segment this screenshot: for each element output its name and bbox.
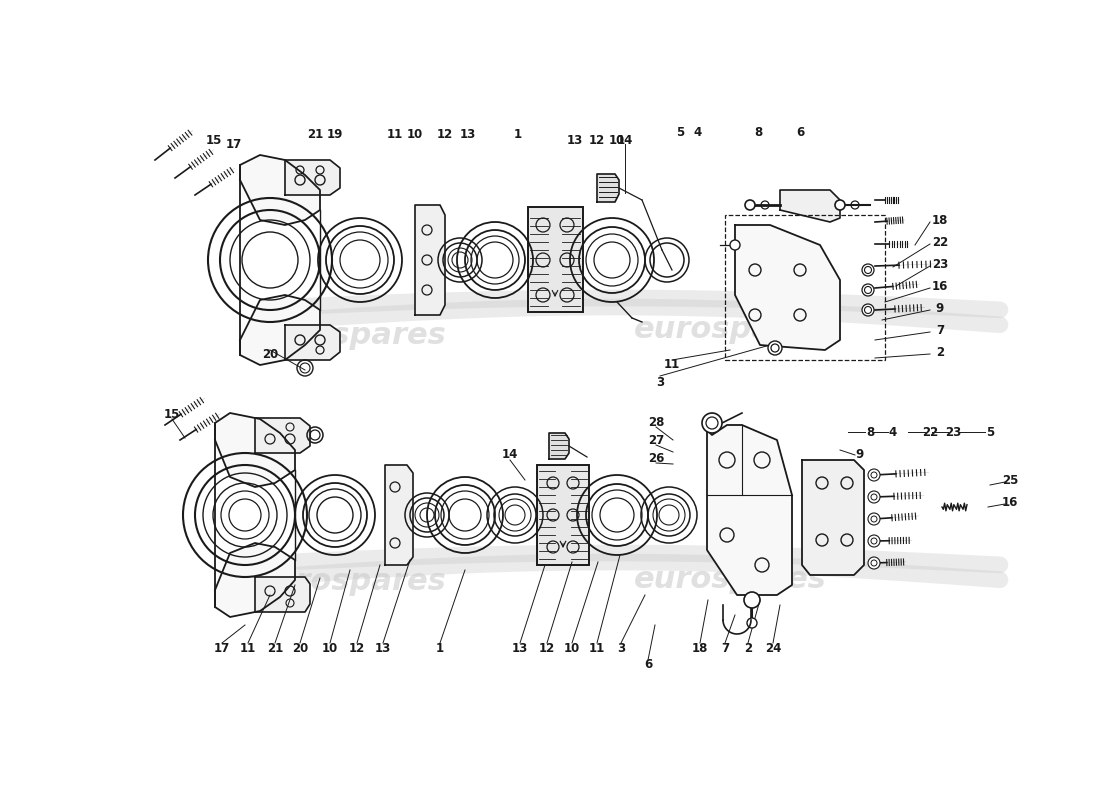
Text: 24: 24 (764, 642, 781, 654)
Text: eurospares: eurospares (634, 315, 826, 345)
Text: 14: 14 (617, 134, 634, 146)
Text: 14: 14 (502, 449, 518, 462)
Text: 8: 8 (754, 126, 762, 138)
Polygon shape (240, 155, 320, 225)
Polygon shape (415, 205, 446, 315)
Polygon shape (285, 325, 340, 360)
Polygon shape (597, 174, 619, 202)
Circle shape (862, 284, 874, 296)
Text: 17: 17 (226, 138, 242, 151)
Text: 22: 22 (932, 235, 948, 249)
Text: 1: 1 (436, 642, 444, 654)
Text: 13: 13 (566, 134, 583, 146)
Polygon shape (735, 225, 840, 350)
Text: 18: 18 (692, 642, 708, 654)
Circle shape (868, 491, 880, 503)
Text: 23: 23 (945, 426, 961, 438)
Circle shape (862, 304, 874, 316)
Text: 25: 25 (1002, 474, 1019, 486)
Text: 26: 26 (648, 451, 664, 465)
Text: 3: 3 (617, 642, 625, 654)
Text: 3: 3 (656, 375, 664, 389)
Circle shape (744, 592, 760, 608)
Polygon shape (285, 160, 340, 195)
Polygon shape (802, 460, 864, 575)
Polygon shape (385, 465, 412, 565)
Text: 5: 5 (986, 426, 994, 438)
Bar (528, 207, 583, 312)
Text: 11: 11 (664, 358, 680, 371)
Text: 11: 11 (240, 642, 256, 654)
Circle shape (868, 469, 880, 481)
Text: 6: 6 (796, 126, 804, 138)
Polygon shape (780, 190, 840, 222)
Polygon shape (214, 413, 295, 487)
Text: 20: 20 (292, 642, 308, 654)
Circle shape (745, 200, 755, 210)
Bar (725, 215, 886, 360)
Text: 12: 12 (437, 129, 453, 142)
Text: 15: 15 (164, 409, 180, 422)
Text: 1: 1 (514, 129, 522, 142)
Text: 22: 22 (922, 426, 938, 438)
Text: 8: 8 (866, 426, 874, 438)
Circle shape (730, 240, 740, 250)
Polygon shape (707, 425, 792, 595)
Text: 13: 13 (375, 642, 392, 654)
Text: 13: 13 (460, 129, 476, 142)
Text: eurospares: eurospares (634, 566, 826, 594)
Bar (537, 465, 588, 565)
Polygon shape (240, 295, 320, 365)
Text: 21: 21 (307, 129, 323, 142)
Text: 11: 11 (588, 642, 605, 654)
Text: 4: 4 (694, 126, 702, 138)
Polygon shape (549, 433, 569, 459)
Circle shape (862, 264, 874, 276)
Polygon shape (255, 418, 310, 453)
Text: 12: 12 (539, 642, 556, 654)
Circle shape (835, 200, 845, 210)
Text: 5: 5 (675, 126, 684, 138)
Text: 7: 7 (936, 323, 944, 337)
Text: 18: 18 (932, 214, 948, 226)
Text: 2: 2 (936, 346, 944, 358)
Text: 17: 17 (213, 642, 230, 654)
Circle shape (702, 413, 722, 433)
Text: 13: 13 (512, 642, 528, 654)
Text: 12: 12 (588, 134, 605, 146)
Circle shape (747, 618, 757, 628)
Text: 23: 23 (932, 258, 948, 270)
Text: 20: 20 (262, 349, 278, 362)
Text: 19: 19 (327, 129, 343, 142)
Text: 9: 9 (856, 449, 865, 462)
Text: 6: 6 (644, 658, 652, 671)
Circle shape (768, 341, 782, 355)
Text: eurospares: eurospares (254, 321, 447, 350)
Text: 2: 2 (744, 642, 752, 654)
Text: 16: 16 (1002, 495, 1019, 509)
Text: 10: 10 (609, 134, 625, 146)
Text: 4: 4 (889, 426, 898, 438)
Text: 16: 16 (932, 279, 948, 293)
Text: 11: 11 (387, 129, 403, 142)
Circle shape (868, 535, 880, 547)
Circle shape (868, 513, 880, 525)
Circle shape (868, 557, 880, 569)
Text: 10: 10 (564, 642, 580, 654)
Text: 12: 12 (349, 642, 365, 654)
Text: 10: 10 (322, 642, 338, 654)
Text: 28: 28 (648, 415, 664, 429)
Polygon shape (255, 577, 310, 612)
Text: 10: 10 (407, 129, 424, 142)
Text: eurospares: eurospares (254, 567, 447, 597)
Polygon shape (214, 543, 295, 617)
Text: 15: 15 (206, 134, 222, 146)
Text: 27: 27 (648, 434, 664, 446)
Text: 9: 9 (936, 302, 944, 314)
Text: 21: 21 (267, 642, 283, 654)
Text: 7: 7 (720, 642, 729, 654)
